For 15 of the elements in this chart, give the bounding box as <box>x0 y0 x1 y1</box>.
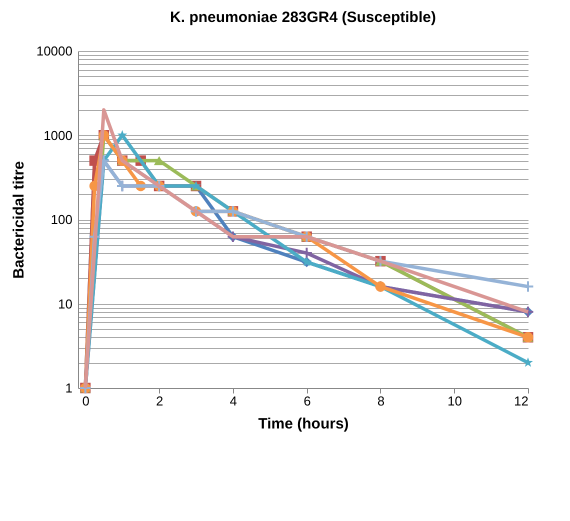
x-tick-label: 2 <box>156 394 164 408</box>
x-tick-label: 10 <box>447 394 462 408</box>
x-tick-label: 8 <box>377 394 385 408</box>
y-tick-label: 1000 <box>44 128 72 143</box>
y-tick-label: 10 <box>58 296 72 312</box>
x-tick-label: 12 <box>514 394 528 408</box>
chart-title: K. pneumoniae 283GR4 (Susceptible) <box>170 9 436 26</box>
y-tick-label: 100 <box>50 212 72 227</box>
y-tick-label: 10000 <box>36 44 72 58</box>
x-tick-label: 0 <box>82 394 90 408</box>
y-tick-label: 1 <box>65 380 72 396</box>
y-axis-title: Bactericidal titre <box>10 161 28 279</box>
x-axis-title: Time (hours) <box>258 416 349 432</box>
x-tick-label: 6 <box>304 394 311 408</box>
x-tick-label: 4 <box>230 394 238 408</box>
